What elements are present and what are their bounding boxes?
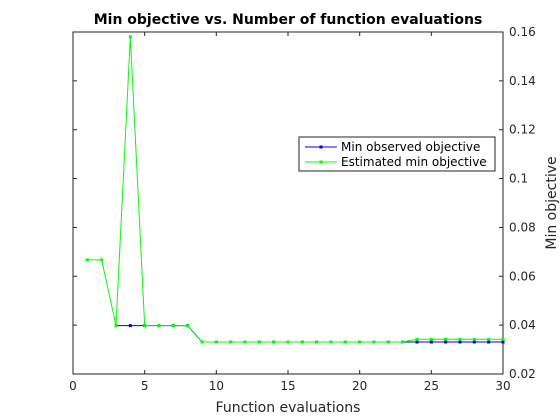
data-point [472, 337, 476, 341]
y-tick-label: 0.1 [509, 172, 528, 186]
data-point [200, 340, 204, 344]
x-tick-label: 5 [141, 379, 149, 393]
data-point [171, 324, 175, 328]
data-point [114, 324, 118, 328]
series-line [87, 36, 503, 343]
data-point [415, 337, 419, 341]
data-point [272, 340, 276, 344]
data-point [415, 340, 419, 344]
legend-box [298, 136, 496, 172]
data-point [214, 340, 218, 344]
data-point [444, 340, 448, 344]
data-point [286, 340, 290, 344]
data-point [472, 340, 476, 344]
data-point [444, 337, 448, 341]
y-tick-label: 0.16 [509, 25, 536, 39]
y-tick-label: 0.14 [509, 74, 536, 88]
y-tick-label: 0.02 [509, 367, 536, 381]
data-point [128, 35, 132, 39]
series-layer [85, 35, 505, 344]
y-tick-label: 0.04 [509, 318, 536, 332]
data-point [401, 340, 405, 344]
data-point [157, 324, 161, 328]
data-point [300, 340, 304, 344]
series-estimated-min-objective [85, 35, 505, 344]
data-point [501, 340, 505, 344]
chart-title: Min objective vs. Number of function eva… [94, 12, 483, 28]
x-tick-label: 15 [280, 379, 295, 393]
y-tick-label: 0.06 [509, 269, 536, 283]
data-point [458, 340, 462, 344]
y-tick-label: 0.12 [509, 123, 536, 137]
legend-label: Min observed objective [341, 140, 480, 154]
legend-label: Estimated min objective [341, 155, 487, 169]
data-point [315, 340, 319, 344]
data-point [501, 337, 505, 341]
data-point [429, 337, 433, 341]
data-point [429, 340, 433, 344]
x-tick-label: 30 [495, 379, 510, 393]
x-tick-label: 20 [352, 379, 367, 393]
x-tick-label: 25 [424, 379, 439, 393]
data-point [143, 324, 147, 328]
data-point [229, 340, 233, 344]
x-tick-label: 10 [209, 379, 224, 393]
data-point [343, 340, 347, 344]
data-point [128, 324, 132, 328]
data-point [100, 258, 104, 262]
legend-marker [319, 160, 323, 164]
data-point [487, 340, 491, 344]
data-point [487, 337, 491, 341]
data-point [257, 340, 261, 344]
x-tick-label: 0 [69, 379, 77, 393]
data-point [85, 258, 89, 262]
data-point [329, 340, 333, 344]
x-axis-label: Function evaluations [216, 400, 361, 416]
data-point [358, 340, 362, 344]
data-point [243, 340, 247, 344]
data-point [372, 340, 376, 344]
legend-marker [319, 145, 323, 149]
axis-ticks: 0 5 10 15 20 25 300.02 0.04 0.06 0.08 0.1 0.12 0.14 0… [69, 25, 536, 393]
y-tick-label: 0.08 [509, 220, 536, 234]
plot-area [72, 31, 504, 375]
data-point [186, 324, 190, 328]
data-point [458, 337, 462, 341]
y-axis-label: Min objective [544, 156, 560, 249]
data-point [386, 340, 390, 344]
